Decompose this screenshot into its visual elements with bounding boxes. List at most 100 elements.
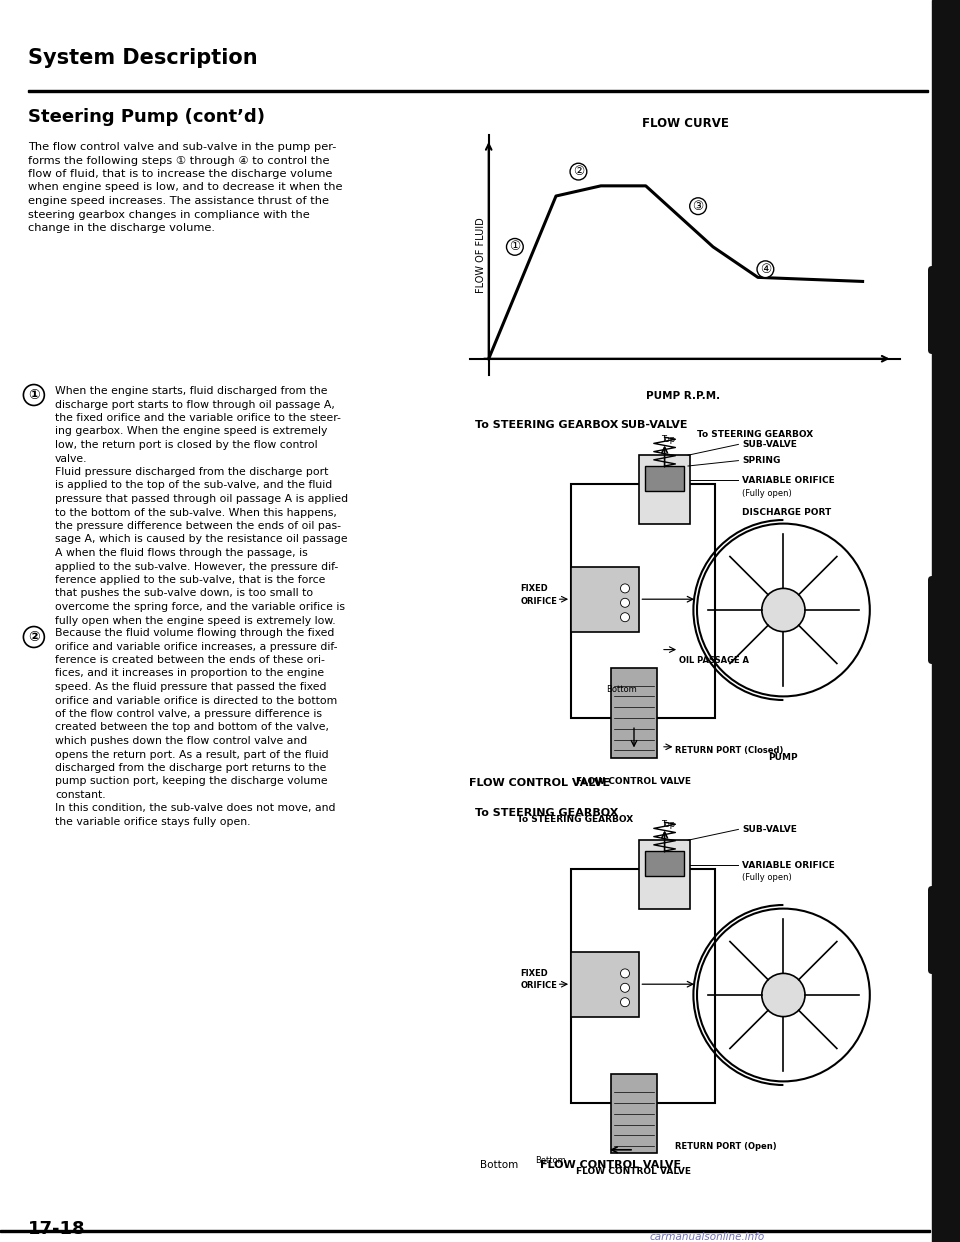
- Text: (Fully open): (Fully open): [742, 488, 792, 498]
- Text: ④: ④: [759, 263, 771, 276]
- Text: FLOW CONTROL VALVE: FLOW CONTROL VALVE: [577, 1167, 691, 1176]
- Text: PUMP: PUMP: [769, 753, 798, 763]
- Title: FLOW CURVE: FLOW CURVE: [641, 117, 729, 129]
- Text: pressure that passed through oil passage A is applied: pressure that passed through oil passage…: [55, 494, 348, 504]
- Text: 17-18: 17-18: [28, 1220, 85, 1238]
- Text: the fixed orifice and the variable orifice to the steer-: the fixed orifice and the variable orifi…: [55, 414, 341, 424]
- Bar: [645, 466, 684, 491]
- FancyBboxPatch shape: [928, 886, 960, 974]
- Text: low, the return port is closed by the flow control: low, the return port is closed by the fl…: [55, 440, 318, 450]
- Text: A when the fluid flows through the passage, is: A when the fluid flows through the passa…: [55, 548, 308, 558]
- Circle shape: [762, 589, 805, 632]
- Text: The flow control valve and sub-valve in the pump per-: The flow control valve and sub-valve in …: [28, 142, 336, 152]
- Circle shape: [620, 969, 630, 977]
- Text: (Fully open): (Fully open): [742, 873, 792, 883]
- Text: speed. As the fluid pressure that passed the fixed: speed. As the fluid pressure that passed…: [55, 682, 326, 692]
- Text: forms the following steps ① through ④ to control the: forms the following steps ① through ④ to…: [28, 155, 329, 165]
- Text: FLOW CONTROL VALVE: FLOW CONTROL VALVE: [577, 776, 691, 785]
- Circle shape: [620, 984, 630, 992]
- Bar: [639, 456, 690, 524]
- Bar: [611, 1074, 658, 1154]
- Bar: [932, 0, 960, 1242]
- Text: Top: Top: [661, 821, 675, 830]
- Text: the pressure difference between the ends of oil pas-: the pressure difference between the ends…: [55, 520, 341, 532]
- Text: FIXED: FIXED: [520, 584, 548, 592]
- Bar: [639, 840, 690, 909]
- Bar: [0, 1230, 930, 1232]
- Text: ③: ③: [692, 200, 704, 212]
- Text: ing gearbox. When the engine speed is extremely: ing gearbox. When the engine speed is ex…: [55, 426, 327, 436]
- Text: RETURN PORT (Closed): RETURN PORT (Closed): [676, 746, 783, 755]
- Text: opens the return port. As a result, part of the fluid: opens the return port. As a result, part…: [55, 749, 328, 760]
- Text: Because the fluid volume flowing through the fixed: Because the fluid volume flowing through…: [55, 628, 334, 638]
- Text: to the bottom of the sub-valve. When this happens,: to the bottom of the sub-valve. When thi…: [55, 508, 337, 518]
- Text: ②: ②: [28, 630, 39, 645]
- Text: Steering Pump (cont’d): Steering Pump (cont’d): [28, 108, 265, 125]
- Text: the variable orifice stays fully open.: the variable orifice stays fully open.: [55, 817, 251, 827]
- Text: To STEERING GEARBOX: To STEERING GEARBOX: [517, 815, 634, 823]
- Text: ①: ①: [28, 388, 39, 402]
- Text: when engine speed is low, and to decrease it when the: when engine speed is low, and to decreas…: [28, 183, 343, 193]
- Text: is applied to the top of the sub-valve, and the fluid: is applied to the top of the sub-valve, …: [55, 481, 332, 491]
- Text: ference applied to the sub-valve, that is the force: ference applied to the sub-valve, that i…: [55, 575, 325, 585]
- Text: ORIFICE: ORIFICE: [520, 596, 558, 606]
- Text: fices, and it increases in proportion to the engine: fices, and it increases in proportion to…: [55, 668, 324, 678]
- Text: To STEERING GEARBOX: To STEERING GEARBOX: [475, 420, 618, 430]
- Text: discharged from the discharge port returns to the: discharged from the discharge port retur…: [55, 763, 326, 773]
- Y-axis label: FLOW OF FLUID: FLOW OF FLUID: [476, 217, 486, 293]
- Text: RETURN PORT (Open): RETURN PORT (Open): [676, 1141, 777, 1150]
- Text: Bottom: Bottom: [606, 684, 636, 694]
- Text: VARIABLE ORIFICE: VARIABLE ORIFICE: [742, 861, 835, 869]
- Bar: [645, 851, 684, 876]
- Text: PUMP R.P.M.: PUMP R.P.M.: [646, 391, 720, 401]
- Bar: [571, 869, 715, 1103]
- Text: constant.: constant.: [55, 790, 106, 800]
- Text: created between the top and bottom of the valve,: created between the top and bottom of th…: [55, 723, 329, 733]
- Text: sage A, which is caused by the resistance oil passage: sage A, which is caused by the resistanc…: [55, 534, 348, 544]
- Text: flow of fluid, that is to increase the discharge volume: flow of fluid, that is to increase the d…: [28, 169, 332, 179]
- Text: Fluid pressure discharged from the discharge port: Fluid pressure discharged from the disch…: [55, 467, 328, 477]
- Text: When the engine starts, fluid discharged from the: When the engine starts, fluid discharged…: [55, 386, 327, 396]
- Text: SUB-VALVE: SUB-VALVE: [620, 420, 687, 430]
- Text: of the flow control valve, a pressure difference is: of the flow control valve, a pressure di…: [55, 709, 322, 719]
- Text: ference is created between the ends of these ori-: ference is created between the ends of t…: [55, 655, 324, 664]
- Text: SPRING: SPRING: [742, 456, 780, 465]
- Text: FIXED: FIXED: [520, 969, 548, 977]
- Text: Bottom: Bottom: [535, 1156, 565, 1165]
- Circle shape: [620, 612, 630, 622]
- Text: Bottom: Bottom: [480, 1160, 518, 1170]
- Bar: [571, 951, 639, 1017]
- FancyBboxPatch shape: [928, 266, 960, 354]
- Text: SUB-VALVE: SUB-VALVE: [742, 825, 797, 833]
- Circle shape: [762, 974, 805, 1017]
- Text: applied to the sub-valve. However, the pressure dif-: applied to the sub-valve. However, the p…: [55, 561, 338, 571]
- Text: System Description: System Description: [28, 48, 257, 68]
- Text: valve.: valve.: [55, 453, 87, 463]
- Text: FLOW CONTROL VALVE: FLOW CONTROL VALVE: [540, 1160, 682, 1170]
- Text: To STEERING GEARBOX: To STEERING GEARBOX: [697, 430, 813, 438]
- Text: that pushes the sub-valve down, is too small to: that pushes the sub-valve down, is too s…: [55, 589, 313, 599]
- Text: SUB-VALVE: SUB-VALVE: [742, 440, 797, 448]
- Text: overcome the spring force, and the variable orifice is: overcome the spring force, and the varia…: [55, 602, 345, 612]
- Text: discharge port starts to flow through oil passage A,: discharge port starts to flow through oi…: [55, 400, 335, 410]
- Text: VARIABLE ORIFICE: VARIABLE ORIFICE: [742, 476, 835, 484]
- Text: DISCHARGE PORT: DISCHARGE PORT: [742, 508, 831, 518]
- Bar: [571, 484, 715, 718]
- Circle shape: [620, 584, 630, 592]
- Bar: [611, 668, 658, 758]
- Text: fully open when the engine speed is extremely low.: fully open when the engine speed is extr…: [55, 616, 336, 626]
- Text: OIL PASSAGE A: OIL PASSAGE A: [679, 656, 749, 664]
- Text: To STEERING GEARBOX: To STEERING GEARBOX: [475, 809, 618, 818]
- Text: In this condition, the sub-valve does not move, and: In this condition, the sub-valve does no…: [55, 804, 335, 814]
- Text: which pushes down the flow control valve and: which pushes down the flow control valve…: [55, 737, 307, 746]
- Text: engine speed increases. The assistance thrust of the: engine speed increases. The assistance t…: [28, 196, 329, 206]
- Text: ②: ②: [573, 165, 584, 178]
- Circle shape: [620, 599, 630, 607]
- Text: orifice and variable orifice is directed to the bottom: orifice and variable orifice is directed…: [55, 696, 337, 705]
- Text: steering gearbox changes in compliance with the: steering gearbox changes in compliance w…: [28, 210, 310, 220]
- Text: ORIFICE: ORIFICE: [520, 981, 558, 991]
- FancyBboxPatch shape: [928, 576, 960, 664]
- Text: Top: Top: [661, 436, 675, 445]
- Circle shape: [620, 997, 630, 1007]
- Bar: [571, 566, 639, 632]
